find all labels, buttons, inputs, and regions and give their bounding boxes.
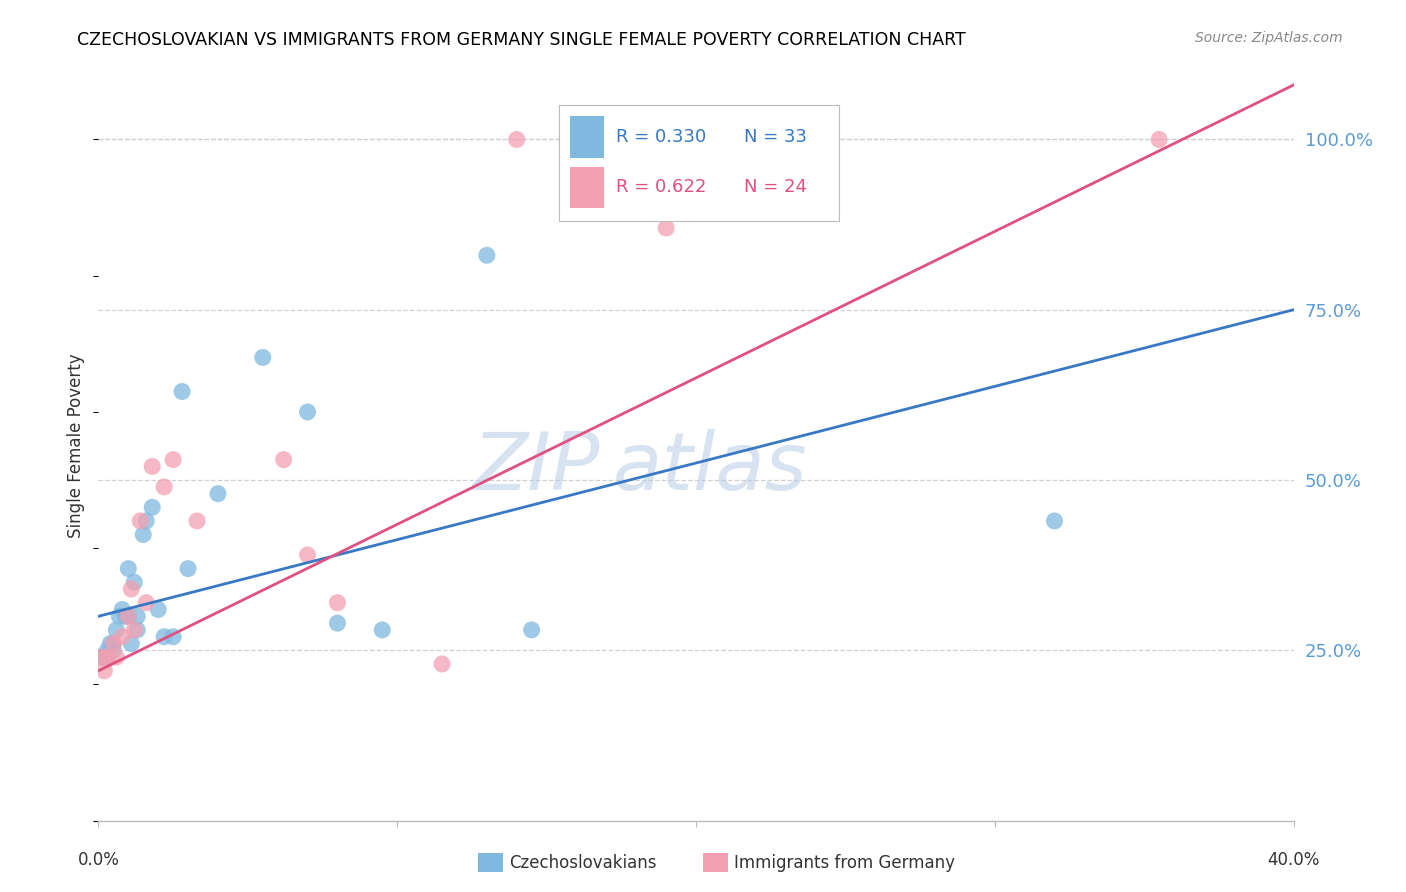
Point <box>93 664 115 678</box>
Point <box>177 561 200 575</box>
Text: N = 24: N = 24 <box>744 178 807 196</box>
Text: R = 0.330: R = 0.330 <box>616 128 706 145</box>
Point <box>141 459 163 474</box>
Point <box>162 630 184 644</box>
Point <box>129 514 152 528</box>
Point <box>186 514 208 528</box>
Text: CZECHOSLOVAKIAN VS IMMIGRANTS FROM GERMANY SINGLE FEMALE POVERTY CORRELATION CHA: CZECHOSLOVAKIAN VS IMMIGRANTS FROM GERMA… <box>77 31 966 49</box>
Point <box>96 643 118 657</box>
Point <box>1043 514 1066 528</box>
FancyBboxPatch shape <box>558 105 839 221</box>
Point <box>120 582 142 596</box>
Y-axis label: Single Female Poverty: Single Female Poverty <box>67 354 86 538</box>
Text: ZIP: ZIP <box>472 429 600 508</box>
Text: Czechoslovakians: Czechoslovakians <box>509 854 657 871</box>
Point <box>1147 132 1170 146</box>
Point <box>108 609 131 624</box>
Point <box>98 636 122 650</box>
Point <box>273 452 295 467</box>
Text: 40.0%: 40.0% <box>1267 851 1320 869</box>
Point <box>326 616 349 631</box>
Point <box>148 602 170 616</box>
Point <box>96 650 118 665</box>
Point <box>120 636 142 650</box>
Point <box>117 561 139 575</box>
Text: atlas: atlas <box>613 429 807 508</box>
Point <box>207 486 229 500</box>
Point <box>90 650 112 665</box>
Point <box>153 630 176 644</box>
Point <box>114 609 136 624</box>
Point <box>153 480 176 494</box>
Text: Source: ZipAtlas.com: Source: ZipAtlas.com <box>1195 31 1343 45</box>
Point <box>371 623 394 637</box>
Point <box>506 132 529 146</box>
Point <box>117 609 139 624</box>
Point <box>117 609 139 624</box>
Point <box>111 630 134 644</box>
Point <box>103 636 125 650</box>
Text: Immigrants from Germany: Immigrants from Germany <box>734 854 955 871</box>
Point <box>141 500 163 515</box>
Point <box>105 623 128 637</box>
Point <box>520 623 543 637</box>
Text: R = 0.622: R = 0.622 <box>616 178 706 196</box>
Point <box>105 650 128 665</box>
Point <box>172 384 194 399</box>
Point <box>297 405 319 419</box>
Point <box>430 657 453 671</box>
Point <box>127 623 149 637</box>
Point <box>96 650 118 665</box>
Point <box>127 609 149 624</box>
Point <box>111 602 134 616</box>
Point <box>297 548 319 562</box>
Point <box>103 636 125 650</box>
Point <box>90 650 112 665</box>
Point <box>714 132 737 146</box>
Point <box>252 351 274 365</box>
Point <box>565 132 588 146</box>
Point <box>124 575 146 590</box>
Text: 0.0%: 0.0% <box>77 851 120 869</box>
Point <box>135 514 157 528</box>
Point <box>475 248 498 262</box>
Point <box>655 221 678 235</box>
Text: N = 33: N = 33 <box>744 128 807 145</box>
Bar <box>571 116 605 158</box>
Point <box>132 527 155 541</box>
Point <box>326 596 349 610</box>
Point <box>103 643 125 657</box>
Point <box>93 650 115 665</box>
Point <box>162 452 184 467</box>
Bar <box>571 167 605 208</box>
Point <box>135 596 157 610</box>
Point <box>124 623 146 637</box>
